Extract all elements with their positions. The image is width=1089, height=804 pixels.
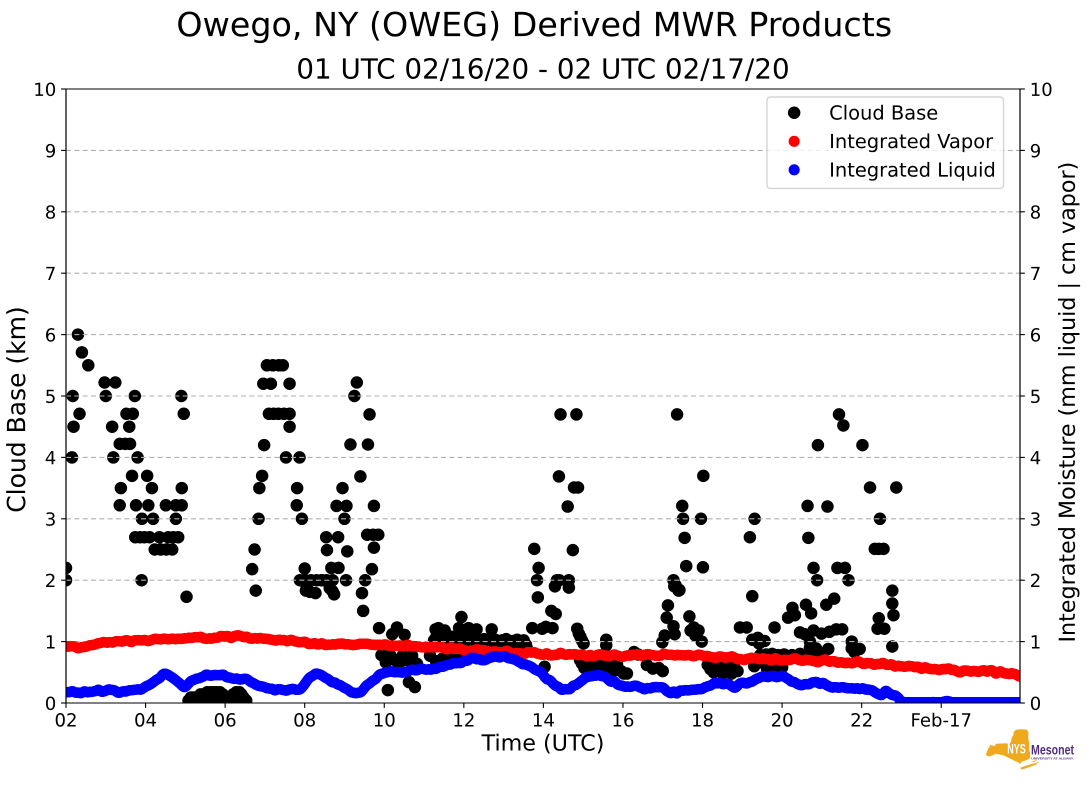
svg-text:Mesonet: Mesonet [1031, 742, 1074, 758]
svg-text:NYS: NYS [1007, 742, 1026, 757]
svg-text:UNIVERSITY AT ALBANY: UNIVERSITY AT ALBANY [1031, 757, 1074, 761]
